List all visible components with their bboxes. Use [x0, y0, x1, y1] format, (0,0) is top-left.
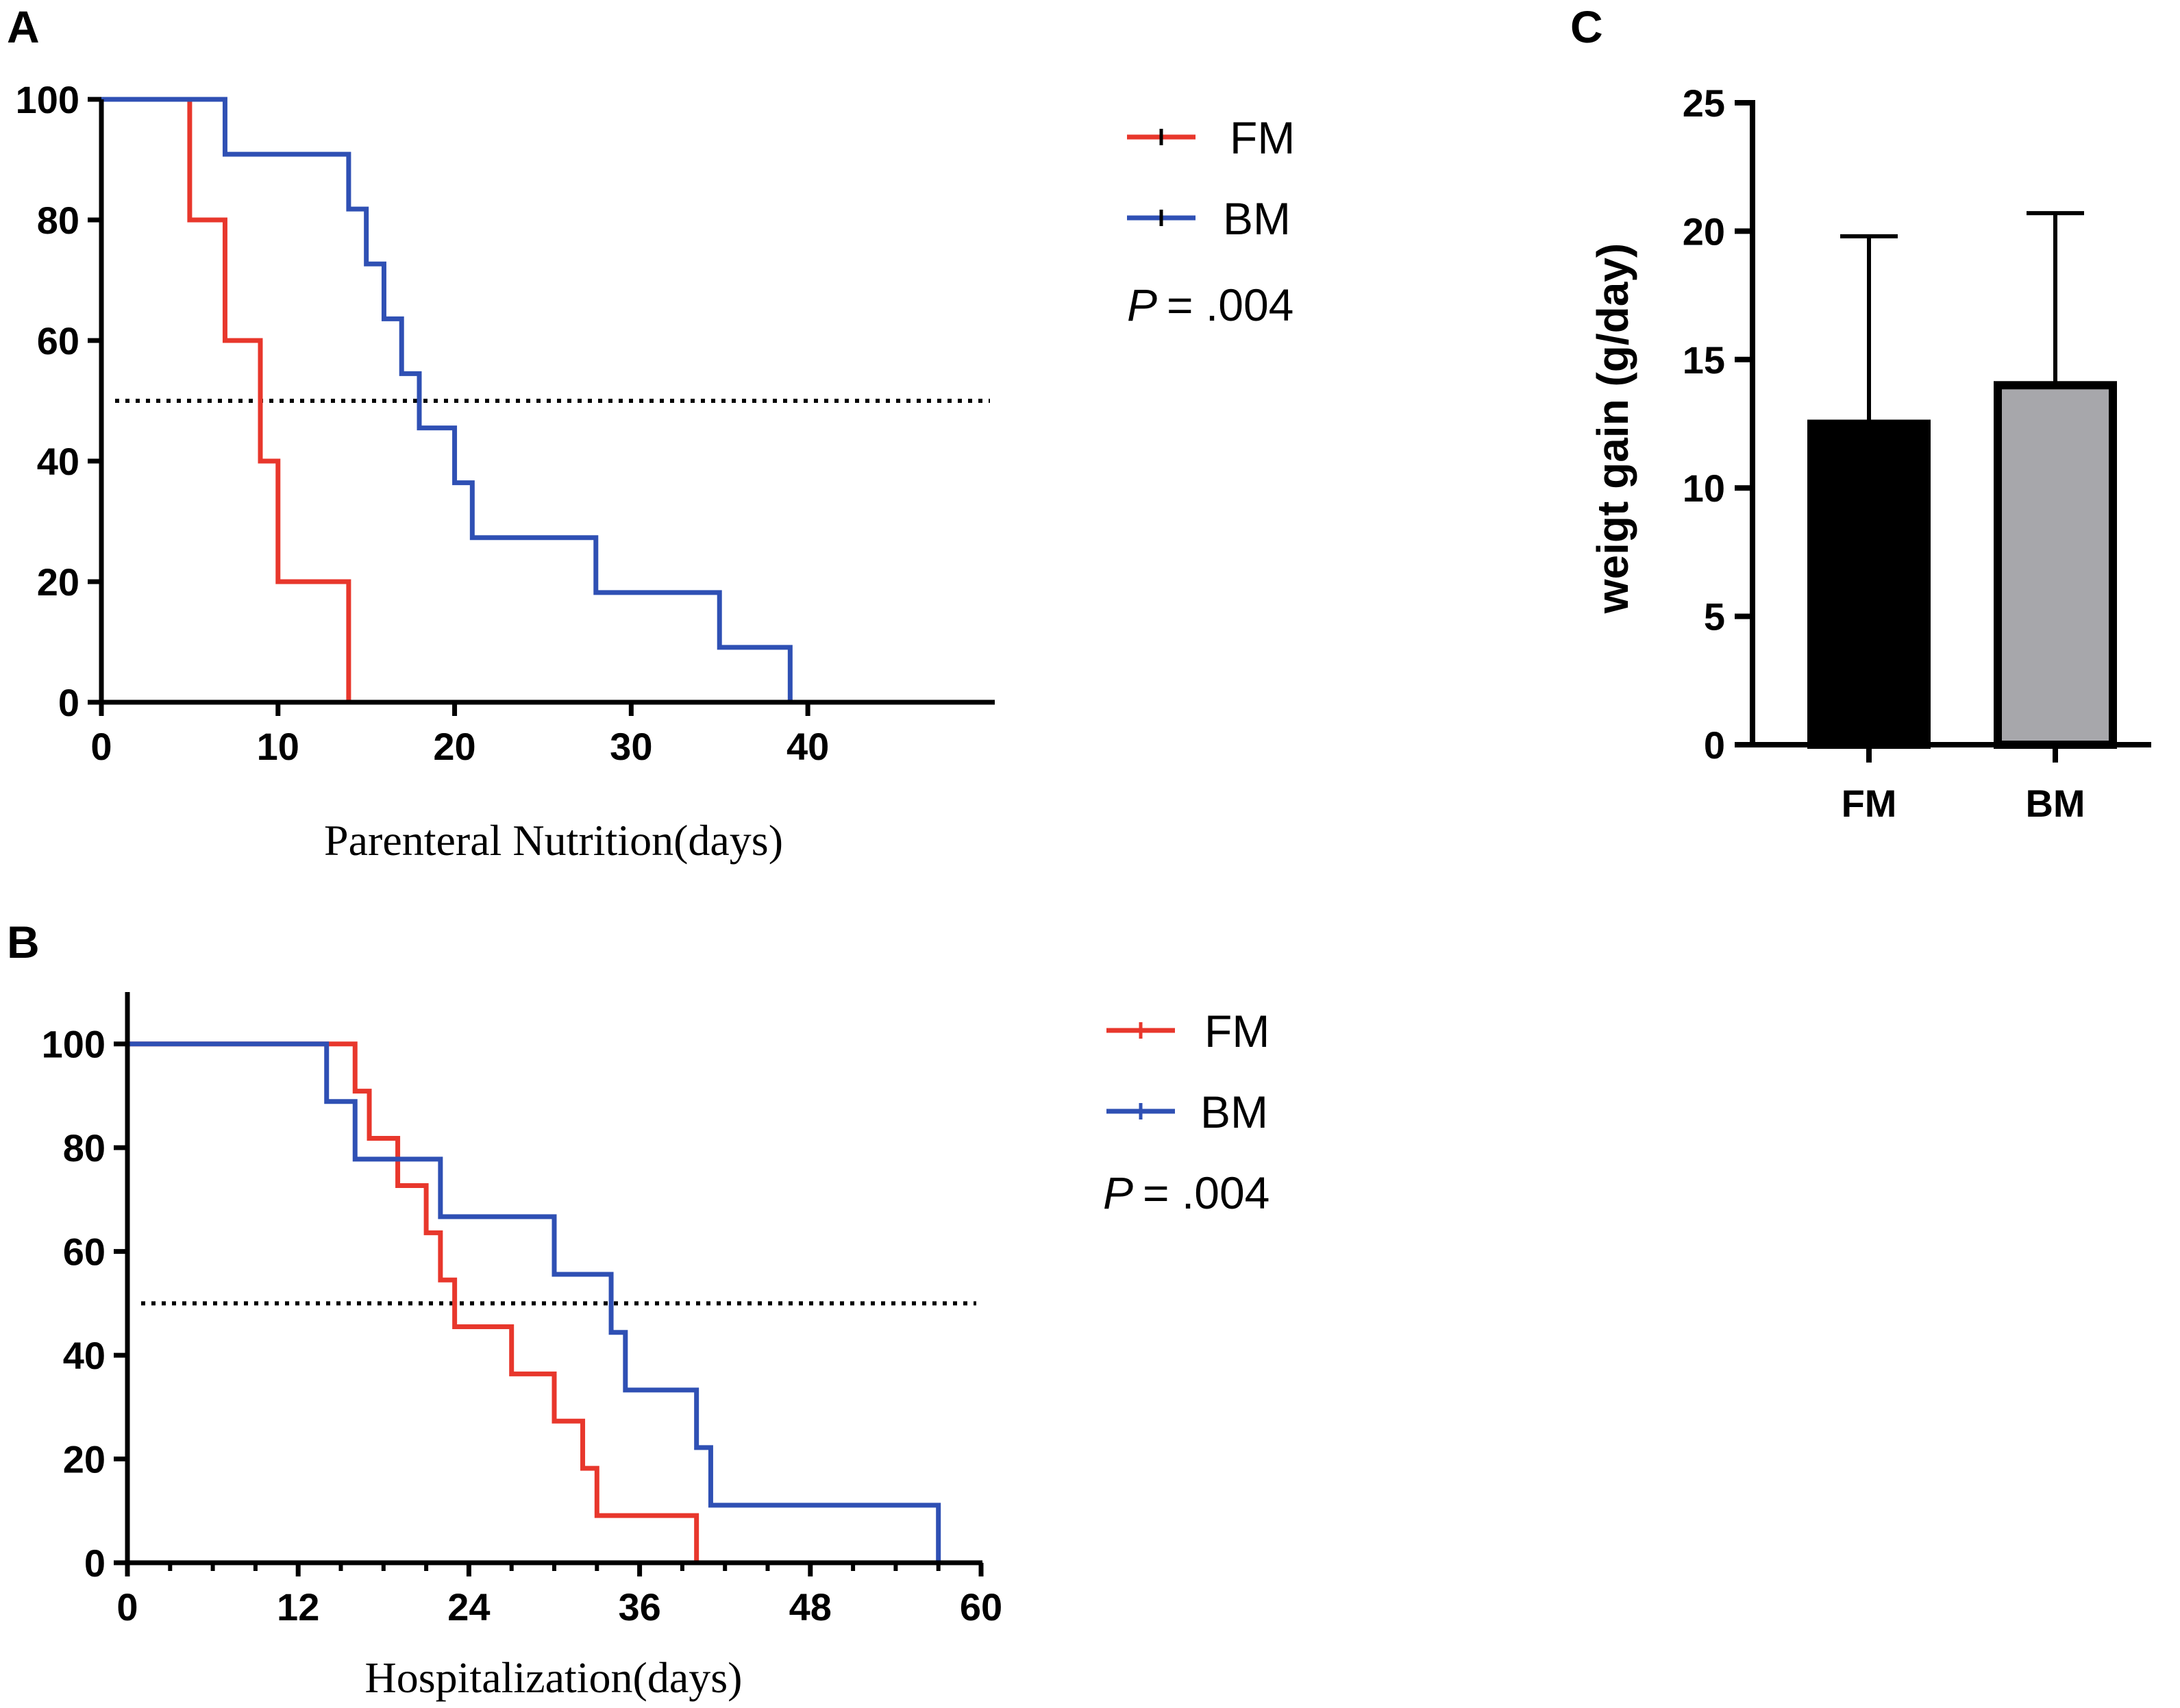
panel-b-bm-survival-curve [127, 1041, 941, 1563]
c-x-tick-label-bm: BM [2025, 782, 2085, 825]
a-x-tick-label-10: 10 [257, 725, 299, 768]
c-x-tick-label-fm: FM [1842, 782, 1897, 825]
panel-b-grid-ticks [114, 1041, 984, 1576]
a-y-tick-label-60: 60 [37, 319, 79, 362]
panel-a-x-tick-labels: 0 10 20 30 40 [90, 725, 829, 768]
c-y-tick-label-5: 5 [1704, 595, 1725, 639]
c-y-tick-label-25: 25 [1683, 82, 1725, 125]
a-y-tick-label-40: 40 [37, 440, 79, 483]
a-y-tick-label-80: 80 [37, 199, 79, 242]
panel-a-p-value: P = .004 [1127, 280, 1293, 330]
panel-letter-c: C [1570, 1, 1603, 52]
c-bar-bm [1994, 381, 2117, 749]
panel-b-legend-fm-label: FM [1204, 1006, 1269, 1056]
panel-c-chart: 0 5 10 15 20 25 FM BM weigt gain (g/day) [1588, 82, 2151, 825]
panel-b-fm-survival-curve [127, 1041, 699, 1563]
b-x-tick-label-60: 60 [960, 1585, 1002, 1629]
panel-c-bars [1807, 381, 2117, 749]
b-x-tick-label-0: 0 [116, 1585, 138, 1629]
panel-a-legend-fm-label: FM [1230, 112, 1295, 163]
panel-a-chart: 0 20 40 60 80 100 0 10 20 30 40 Parenteral Nutrit… [16, 78, 1296, 865]
a-y-tick-label-0: 0 [58, 681, 79, 724]
panel-c-error-bars [1840, 211, 2084, 424]
c-y-tick-label-0: 0 [1704, 723, 1725, 767]
panel-a-legend: FM BM P = .004 [1127, 112, 1295, 330]
a-x-tick-label-30: 30 [610, 725, 652, 768]
panel-b-y-tick-labels: 0 20 40 60 80 100 [42, 1023, 106, 1585]
panel-a-legend-bm-label: BM [1223, 193, 1291, 244]
panel-c-y-tick-labels: 0 5 10 15 20 25 [1683, 82, 1725, 767]
panel-b-chart: 0 20 40 60 80 100 0 12 24 36 48 60 Hospitalization… [42, 992, 1269, 1702]
b-x-tick-label-48: 48 [789, 1585, 832, 1629]
b-y-tick-label-80: 80 [63, 1126, 106, 1169]
c-y-tick-label-20: 20 [1683, 210, 1725, 253]
panel-a-y-tick-labels: 0 20 40 60 80 100 [16, 78, 79, 724]
b-x-tick-label-36: 36 [618, 1585, 660, 1629]
panel-b-legend-bm-label: BM [1200, 1087, 1268, 1137]
b-y-tick-label-60: 60 [63, 1230, 106, 1274]
a-x-tick-label-0: 0 [90, 725, 112, 768]
b-x-tick-label-12: 12 [277, 1585, 319, 1629]
c-y-tick-label-10: 10 [1683, 467, 1725, 510]
panel-b-x-tick-labels: 0 12 24 36 48 60 [116, 1585, 1002, 1629]
panel-a-grid-ticks [88, 97, 810, 716]
panel-b-p-value: P = .004 [1103, 1167, 1269, 1218]
panel-a-fm-survival-curve [101, 97, 351, 702]
a-x-tick-label-20: 20 [433, 725, 475, 768]
panel-letter-a: A [7, 1, 40, 52]
b-x-tick-label-24: 24 [447, 1585, 490, 1629]
b-y-tick-label-0: 0 [84, 1542, 106, 1585]
a-y-tick-label-20: 20 [37, 560, 79, 604]
panel-letter-b: B [7, 917, 40, 967]
panel-c-x-tick-labels: FM BM [1842, 782, 2085, 825]
c-bar-fm [1807, 419, 1931, 749]
c-y-tick-label-15: 15 [1683, 338, 1725, 382]
a-y-tick-label-100: 100 [16, 78, 79, 121]
b-y-tick-label-20: 20 [63, 1438, 106, 1481]
panel-a-bm-survival-curve [101, 97, 793, 702]
b-y-tick-label-100: 100 [42, 1023, 106, 1066]
panel-b-x-axis-label: Hospitalization(days) [365, 1653, 743, 1702]
panel-c-y-axis-label: weigt gain (g/day) [1588, 243, 1637, 614]
b-y-tick-label-40: 40 [63, 1334, 106, 1377]
panel-a-x-axis-label: Parenteral Nutrition(days) [324, 816, 783, 865]
a-x-tick-label-40: 40 [786, 725, 829, 768]
panel-b-legend: FM BM P = .004 [1103, 1006, 1269, 1218]
